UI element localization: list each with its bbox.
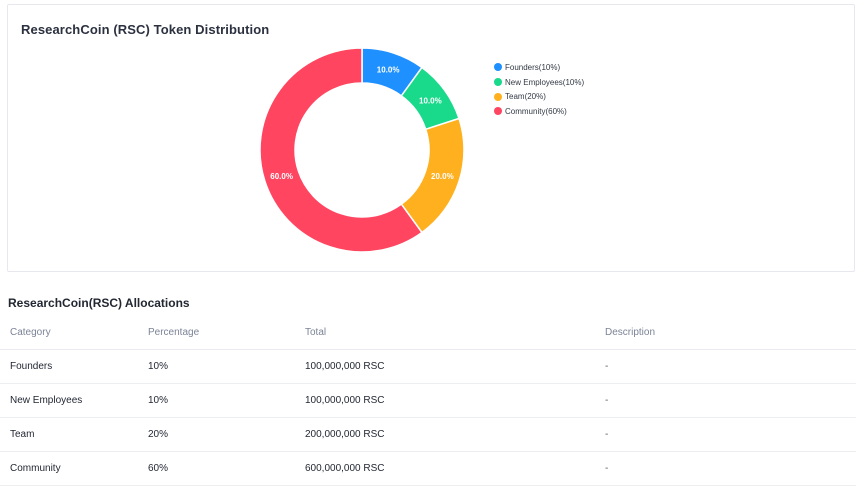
legend-swatch — [494, 63, 502, 72]
cell-category: Founders — [0, 349, 138, 384]
slice-data-label: 10.0% — [419, 96, 442, 105]
column-header-total[interactable]: Total — [295, 315, 595, 350]
legend-item-new-employees[interactable]: New Employees(10%) — [494, 75, 584, 90]
table-row: Team 20% 200,000,000 RSC - — [0, 417, 856, 452]
table-row: Community 60% 600,000,000 RSC - — [0, 451, 856, 486]
donut-chart: 10.0% 10.0% 20.0% 60.0% — [259, 47, 465, 253]
legend-label: New Employees(10%) — [505, 77, 585, 87]
column-header-percentage[interactable]: Percentage — [138, 315, 295, 350]
slice-data-label: 10.0% — [377, 66, 400, 75]
table-row: Founders 10% 100,000,000 RSC - — [0, 349, 856, 384]
cell-description: - — [595, 383, 856, 418]
legend-label: Founders(10%) — [505, 62, 561, 72]
legend-item-founders[interactable]: Founders(10%) — [494, 60, 584, 75]
cell-category: New Employees — [0, 383, 138, 418]
legend-label: Team(20%) — [505, 92, 546, 102]
cell-total: 200,000,000 RSC — [295, 417, 595, 452]
legend-swatch — [494, 92, 502, 101]
chart-title: ResearchCoin (RSC) Token Distribution — [21, 22, 270, 37]
legend-label: Community(60%) — [505, 106, 567, 116]
table-row: New Employees 10% 100,000,000 RSC - — [0, 383, 856, 418]
cell-total: 100,000,000 RSC — [295, 349, 595, 384]
cell-description: - — [595, 349, 856, 384]
chart-legend: Founders(10%) New Employees(10%) Team(20… — [494, 60, 584, 119]
allocations-title: ResearchCoin(RSC) Allocations — [8, 296, 190, 310]
legend-item-team[interactable]: Team(20%) — [494, 89, 584, 104]
cell-percentage: 10% — [138, 383, 295, 418]
slice-data-label: 20.0% — [431, 172, 454, 181]
donut-slice-community[interactable] — [259, 47, 424, 253]
cell-percentage: 60% — [138, 451, 295, 486]
distribution-card: ResearchCoin (RSC) Token Distribution 10… — [7, 4, 855, 272]
cell-category: Team — [0, 417, 138, 452]
slice-data-label: 60.0% — [270, 172, 293, 181]
column-header-category[interactable]: Category — [0, 315, 138, 350]
cell-total: 600,000,000 RSC — [295, 451, 595, 486]
cell-percentage: 10% — [138, 349, 295, 384]
cell-category: Community — [0, 451, 138, 486]
allocations-table: Category Percentage Total Description Fo… — [0, 315, 856, 486]
legend-swatch — [494, 78, 502, 87]
table-header-row: Category Percentage Total Description — [0, 315, 856, 350]
cell-total: 100,000,000 RSC — [295, 383, 595, 418]
legend-swatch — [494, 107, 502, 116]
column-header-description[interactable]: Description — [595, 315, 856, 350]
legend-item-community[interactable]: Community(60%) — [494, 104, 584, 119]
cell-description: - — [595, 451, 856, 486]
cell-description: - — [595, 417, 856, 452]
cell-percentage: 20% — [138, 417, 295, 452]
